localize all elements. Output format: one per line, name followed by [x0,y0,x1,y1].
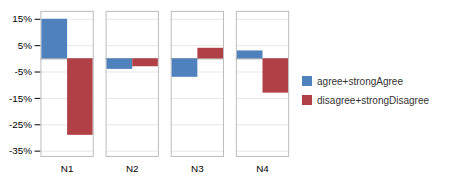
html-text:disagree+strongDisagree: disagree+strongDisagree [317,94,430,106]
svg-text:-15%: -15% [9,93,32,104]
svg-text:-5%: -5% [15,66,33,77]
svg-text:N3: N3 [191,163,204,174]
svg-text:15%: 15% [12,14,32,25]
svg-text:N2: N2 [126,163,139,174]
svg-text:N1: N1 [61,163,74,174]
svg-text:-25%: -25% [9,119,32,130]
svg-text:5%: 5% [18,40,32,51]
html-text:agree+strongAgree: agree+strongAgree [317,75,403,87]
svg-text:N4: N4 [256,163,269,174]
svg-text:-35%: -35% [9,145,32,156]
